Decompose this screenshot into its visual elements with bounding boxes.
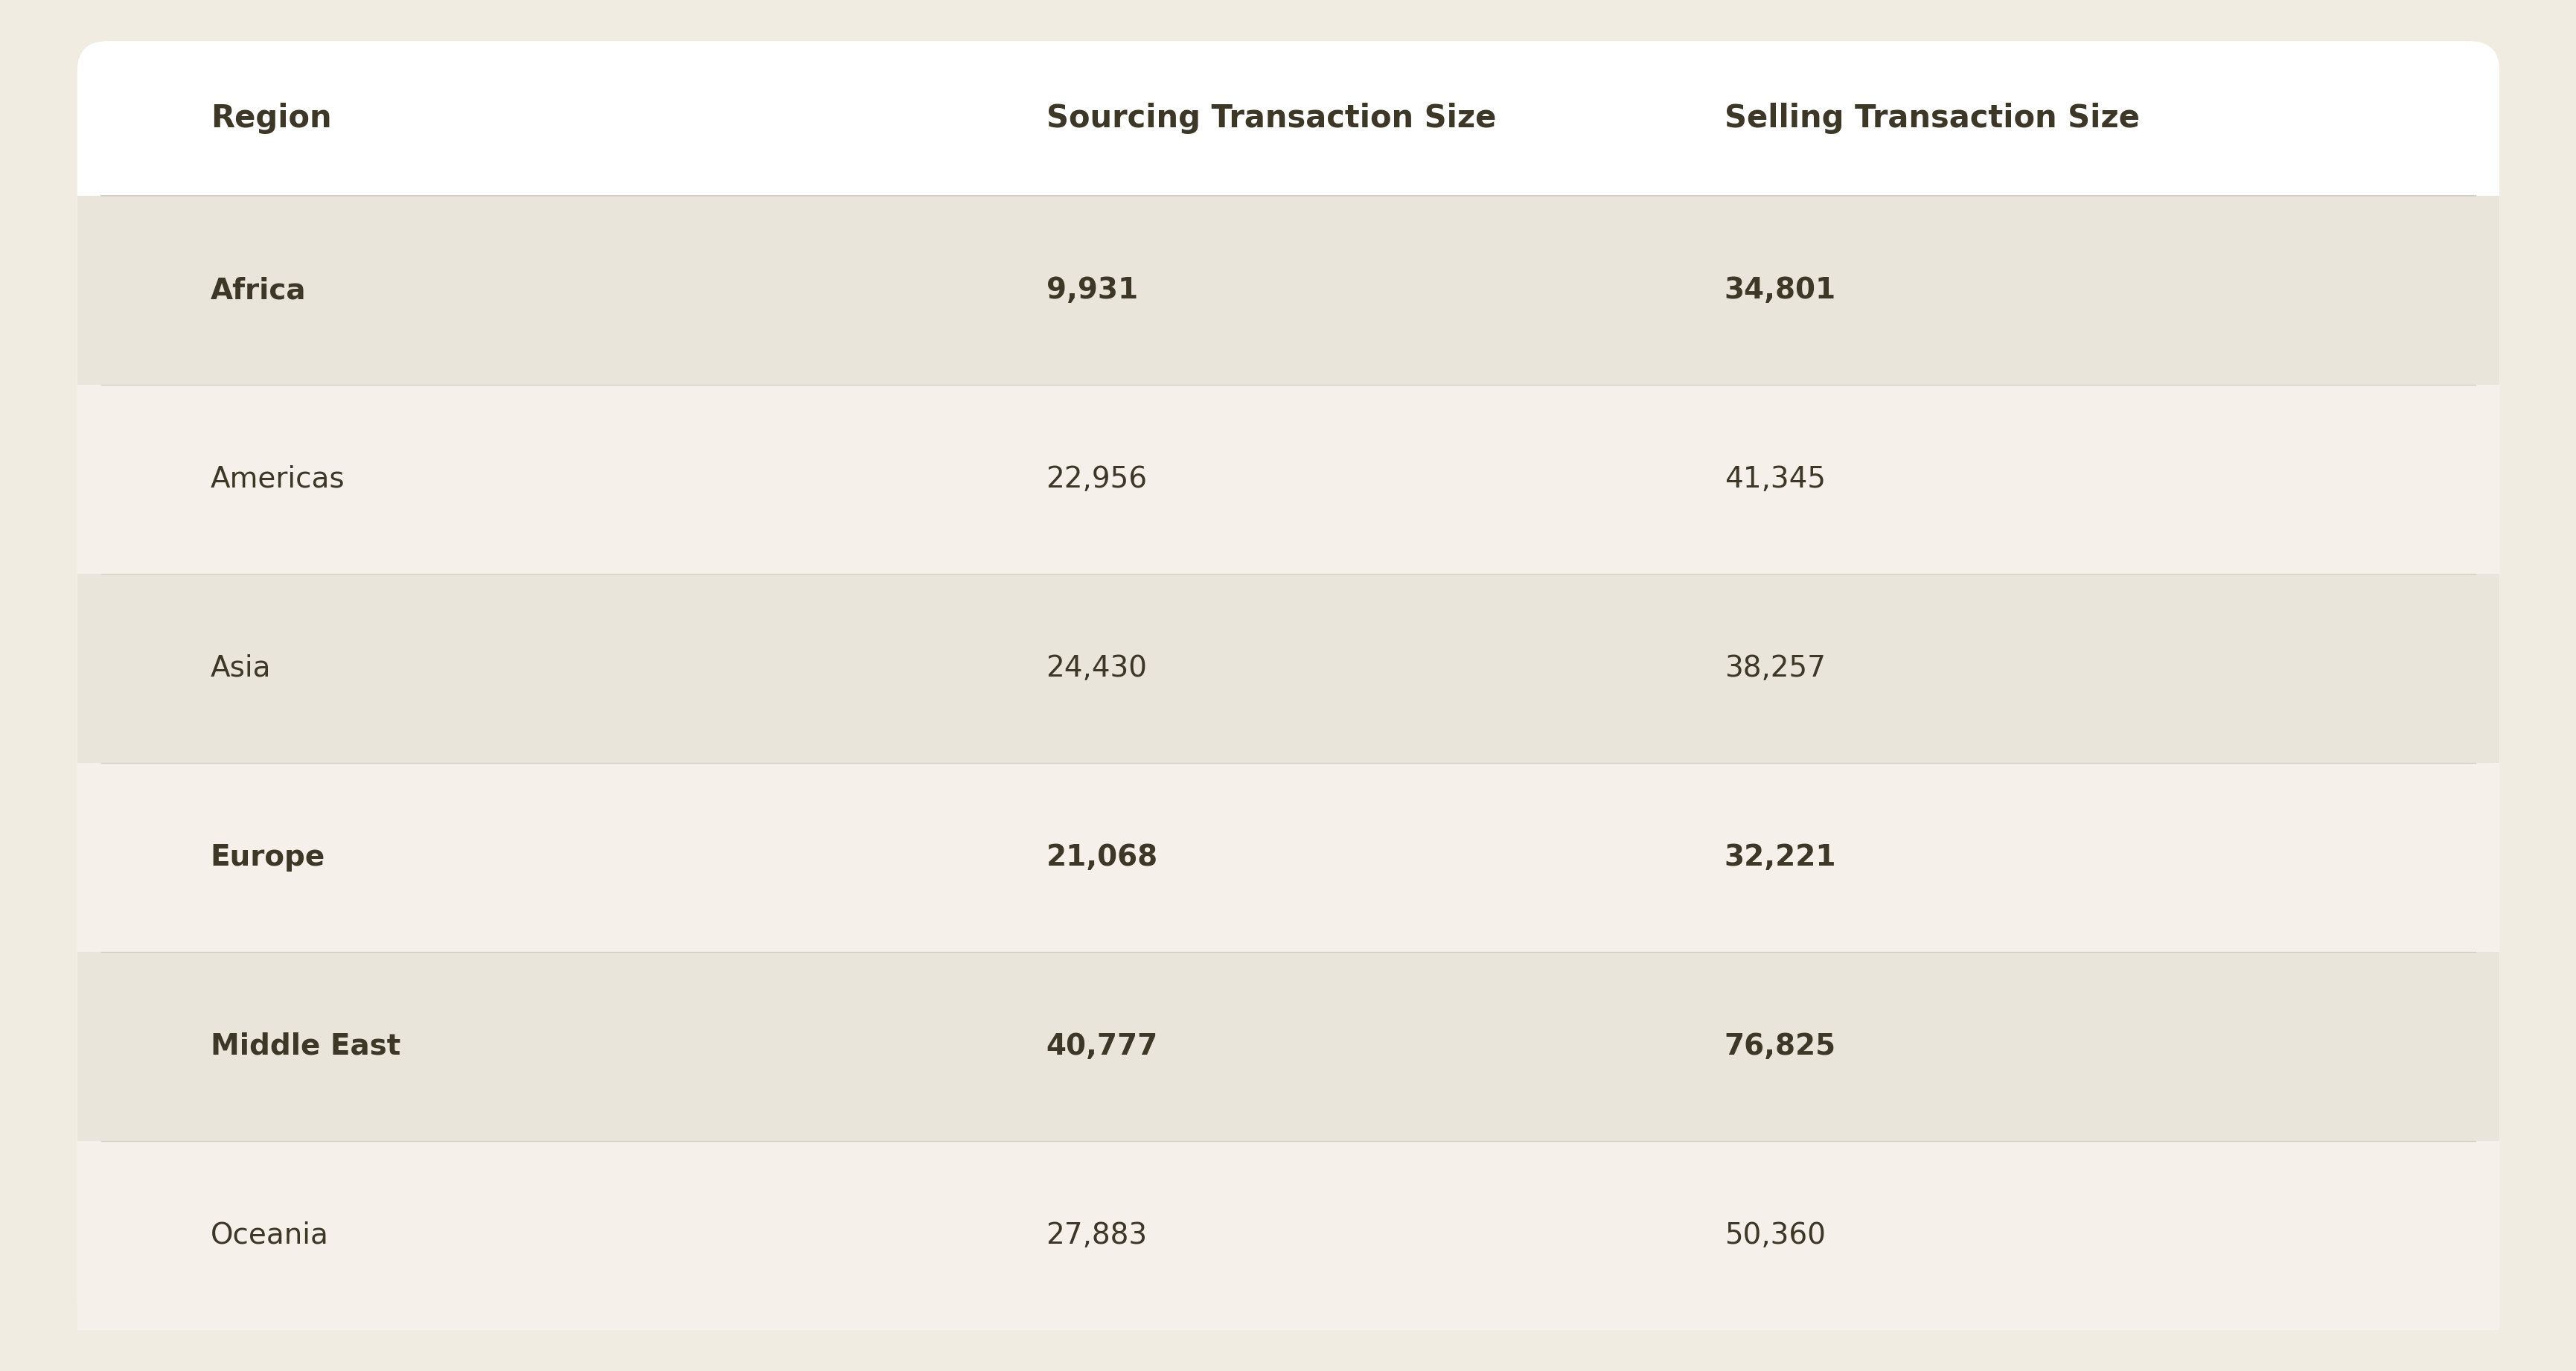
Text: Selling Transaction Size: Selling Transaction Size: [1723, 103, 2138, 134]
Text: 38,257: 38,257: [1723, 654, 1824, 683]
Text: Americas: Americas: [211, 465, 345, 494]
Text: 40,777: 40,777: [1046, 1032, 1157, 1061]
Text: Oceania: Oceania: [211, 1222, 330, 1249]
Text: 34,801: 34,801: [1723, 276, 1837, 304]
Text: 32,221: 32,221: [1723, 843, 1837, 872]
Text: Asia: Asia: [211, 654, 270, 683]
Text: 50,360: 50,360: [1723, 1222, 1824, 1249]
Text: Africa: Africa: [211, 276, 307, 304]
Text: 9,931: 9,931: [1046, 276, 1139, 304]
Bar: [77, 1141, 2499, 1330]
Bar: [77, 951, 2499, 1141]
Text: Sourcing Transaction Size: Sourcing Transaction Size: [1046, 103, 1497, 134]
Bar: [77, 762, 2499, 951]
Bar: [77, 385, 2499, 574]
Text: 24,430: 24,430: [1046, 654, 1146, 683]
Text: Europe: Europe: [211, 843, 325, 872]
Text: Region: Region: [211, 103, 332, 134]
Bar: [77, 196, 2499, 385]
FancyBboxPatch shape: [77, 41, 2499, 1330]
Bar: [77, 574, 2499, 762]
Text: 41,345: 41,345: [1723, 465, 1824, 494]
Text: 22,956: 22,956: [1046, 465, 1146, 494]
Text: Middle East: Middle East: [211, 1032, 399, 1061]
Text: 27,883: 27,883: [1046, 1222, 1146, 1249]
Text: 76,825: 76,825: [1723, 1032, 1837, 1061]
Text: 21,068: 21,068: [1046, 843, 1157, 872]
